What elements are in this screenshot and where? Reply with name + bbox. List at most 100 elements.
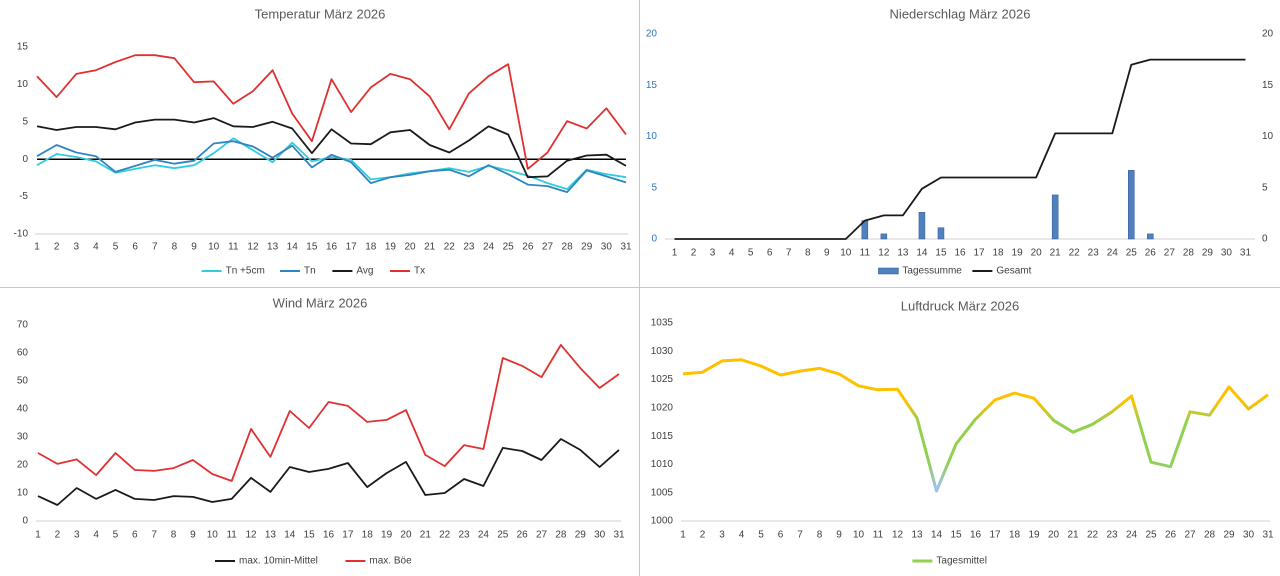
x-tick-label: 13 xyxy=(897,248,909,259)
x-tick-label: 25 xyxy=(1126,248,1138,259)
x-tick-label: 10 xyxy=(207,530,219,541)
series-line xyxy=(36,140,627,193)
y-tick-label: 20 xyxy=(17,460,29,471)
series-line xyxy=(682,358,1269,493)
y-tick-label: 1035 xyxy=(651,318,674,329)
x-tick-label: 20 xyxy=(1048,530,1060,541)
x-tick-label: 4 xyxy=(93,530,99,541)
x-tick-label: 28 xyxy=(562,242,574,253)
x-tick-label: 13 xyxy=(911,530,923,541)
y-tick-label: 20 xyxy=(646,29,658,40)
x-tick-label: 22 xyxy=(1087,530,1099,541)
x-tick-label: 19 xyxy=(1028,530,1040,541)
x-tick-label: 31 xyxy=(1240,248,1252,259)
x-tick-label: 26 xyxy=(522,242,534,253)
x-tick-label: 17 xyxy=(973,248,985,259)
y-tick-label: 1030 xyxy=(651,346,674,357)
y-tick-label: 0 xyxy=(22,154,28,165)
x-tick-label: 1 xyxy=(672,248,678,259)
series-line xyxy=(36,117,627,179)
x-tick-label: 14 xyxy=(287,242,299,253)
x-tick-label: 29 xyxy=(1223,530,1235,541)
y-tick-label: 1005 xyxy=(651,487,674,498)
x-tick-label: 30 xyxy=(601,242,613,253)
x-tick-label: 14 xyxy=(931,530,943,541)
x-tick-label: 4 xyxy=(729,248,735,259)
x-tick-label: 31 xyxy=(613,530,625,541)
x-tick-label: 15 xyxy=(306,242,318,253)
y-tick-label: 0 xyxy=(22,516,28,527)
series-line xyxy=(36,54,627,170)
x-tick-label: 15 xyxy=(950,530,962,541)
x-tick-label: 6 xyxy=(132,242,138,253)
x-tick-label: 24 xyxy=(483,242,495,253)
x-tick-label: 18 xyxy=(1009,530,1021,541)
x-tick-label: 20 xyxy=(400,530,412,541)
y-tick-label: 1015 xyxy=(651,431,674,442)
x-tick-label: 7 xyxy=(152,242,158,253)
series-line xyxy=(37,438,620,506)
chart-title: Wind März 2026 xyxy=(273,295,368,310)
x-tick-label: 25 xyxy=(503,242,515,253)
x-tick-label: 12 xyxy=(247,242,259,253)
x-tick-label: 19 xyxy=(1012,248,1024,259)
x-tick-label: 4 xyxy=(93,242,99,253)
bar xyxy=(918,212,926,240)
x-tick-label: 6 xyxy=(778,530,784,541)
chart-title: Luftdruck März 2026 xyxy=(901,298,1020,313)
x-tick-label: 15 xyxy=(304,530,316,541)
y-tick-label: 40 xyxy=(17,404,29,415)
x-tick-label: 3 xyxy=(73,242,79,253)
x-tick-label: 17 xyxy=(346,242,358,253)
x-tick-label: 29 xyxy=(575,530,587,541)
x-tick-label: 5 xyxy=(748,248,754,259)
x-tick-label: 27 xyxy=(1164,248,1176,259)
chart-title: Temperatur März 2026 xyxy=(255,6,386,21)
y2-tick-label: 5 xyxy=(1262,182,1268,193)
x-tick-label: 10 xyxy=(853,530,865,541)
y-tick-label: 15 xyxy=(17,42,29,53)
y-tick-label: 5 xyxy=(651,182,657,193)
x-tick-label: 11 xyxy=(226,530,237,541)
x-tick-label: 15 xyxy=(935,248,947,259)
x-tick-label: 3 xyxy=(710,248,716,259)
x-tick-label: 28 xyxy=(1204,530,1216,541)
x-tick-label: 16 xyxy=(954,248,966,259)
x-tick-label: 23 xyxy=(1106,530,1118,541)
x-tick-label: 8 xyxy=(171,530,177,541)
x-tick-label: 5 xyxy=(113,530,119,541)
x-tick-label: 28 xyxy=(555,530,567,541)
x-tick-label: 1 xyxy=(680,530,686,541)
x-tick-label: 17 xyxy=(342,530,354,541)
x-tick-label: 23 xyxy=(459,530,471,541)
x-tick-label: 12 xyxy=(245,530,257,541)
x-tick-label: 22 xyxy=(444,242,456,253)
y-tick-label: 70 xyxy=(17,320,29,331)
x-tick-label: 29 xyxy=(581,242,593,253)
x-tick-label: 31 xyxy=(1262,530,1274,541)
x-tick-label: 21 xyxy=(424,242,436,253)
x-tick-label: 3 xyxy=(74,530,80,541)
y-tick-label: 1010 xyxy=(651,459,674,470)
x-tick-label: 24 xyxy=(1107,248,1119,259)
x-tick-label: 16 xyxy=(970,530,982,541)
bar xyxy=(1147,233,1154,240)
x-tick-label: 11 xyxy=(873,530,884,541)
legend-label: Tagessumme xyxy=(902,266,962,277)
x-tick-label: 12 xyxy=(892,530,904,541)
y-tick-label: 10 xyxy=(646,131,658,142)
legend-label: Tagesmittel xyxy=(936,556,987,567)
y-tick-label: 1020 xyxy=(651,402,674,413)
x-tick-label: 20 xyxy=(404,242,416,253)
bar xyxy=(1128,170,1135,240)
y2-tick-label: 10 xyxy=(1262,131,1274,142)
x-tick-label: 21 xyxy=(1067,530,1079,541)
x-tick-label: 20 xyxy=(1031,248,1043,259)
legend-label: Avg xyxy=(356,266,373,277)
x-tick-label: 27 xyxy=(1184,530,1196,541)
chart-title: Niederschlag März 2026 xyxy=(890,6,1031,21)
x-tick-label: 21 xyxy=(1050,248,1062,259)
x-tick-label: 14 xyxy=(284,530,296,541)
